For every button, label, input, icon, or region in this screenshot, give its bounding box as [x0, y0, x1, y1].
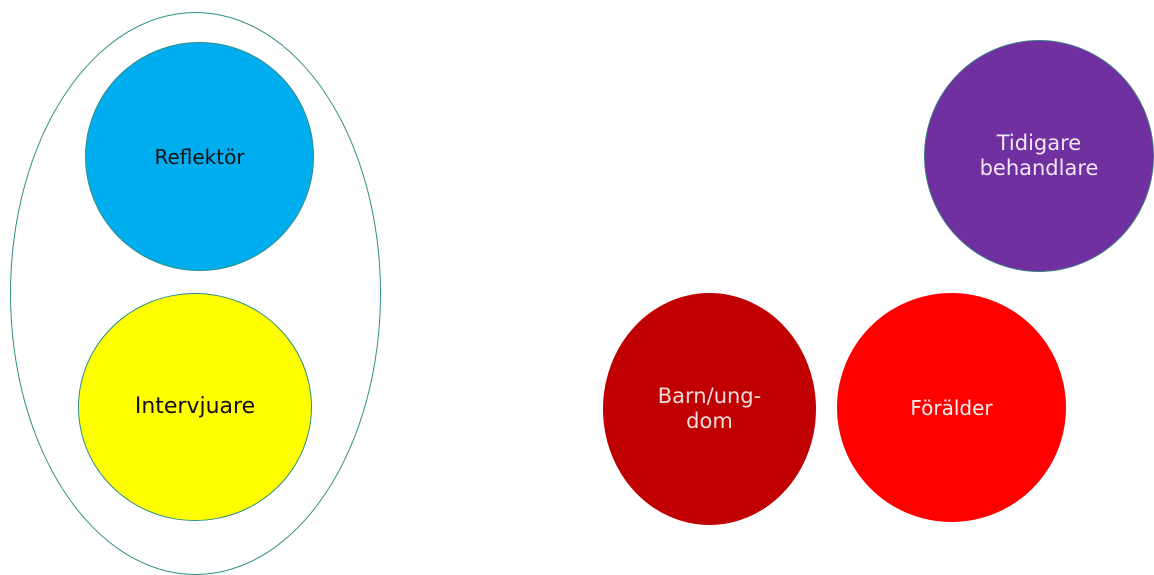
barn-ungdom-label: Barn/ung- dom: [657, 383, 762, 433]
tidigare-behandlare-circle: Tidigare behandlare: [924, 40, 1154, 272]
intervjuare-circle: Intervjuare: [78, 293, 312, 521]
tidigare-behandlare-label: Tidigare behandlare: [979, 130, 1099, 180]
reflektor-label: Reflektör: [154, 144, 245, 169]
foralder-circle: Förälder: [837, 293, 1066, 522]
reflektor-circle: Reflektör: [85, 42, 314, 271]
foralder-label: Förälder: [910, 395, 993, 420]
barn-ungdom-circle: Barn/ung- dom: [603, 293, 816, 525]
intervjuare-label: Intervjuare: [134, 393, 256, 419]
